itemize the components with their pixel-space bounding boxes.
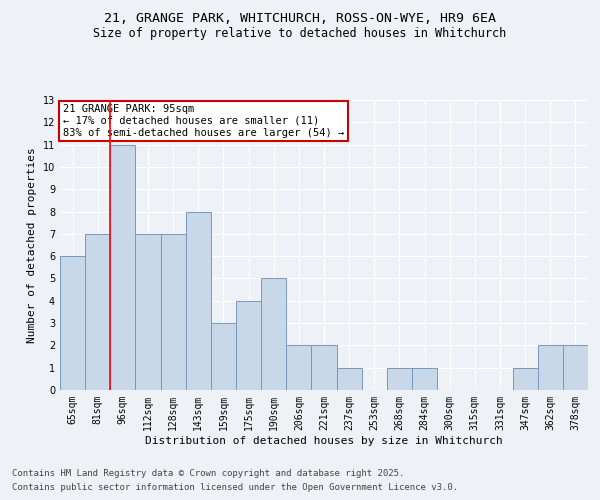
Bar: [412, 368, 437, 390]
Bar: [563, 346, 588, 390]
Bar: [85, 234, 110, 390]
Bar: [286, 346, 311, 390]
Bar: [161, 234, 186, 390]
Bar: [538, 346, 563, 390]
Text: Contains public sector information licensed under the Open Government Licence v3: Contains public sector information licen…: [12, 484, 458, 492]
Bar: [186, 212, 211, 390]
Bar: [337, 368, 362, 390]
Bar: [387, 368, 412, 390]
Bar: [261, 278, 286, 390]
Text: Size of property relative to detached houses in Whitchurch: Size of property relative to detached ho…: [94, 28, 506, 40]
Bar: [236, 301, 261, 390]
Text: 21 GRANGE PARK: 95sqm
← 17% of detached houses are smaller (11)
83% of semi-deta: 21 GRANGE PARK: 95sqm ← 17% of detached …: [62, 104, 344, 138]
Text: Contains HM Land Registry data © Crown copyright and database right 2025.: Contains HM Land Registry data © Crown c…: [12, 468, 404, 477]
X-axis label: Distribution of detached houses by size in Whitchurch: Distribution of detached houses by size …: [145, 436, 503, 446]
Bar: [211, 323, 236, 390]
Bar: [136, 234, 161, 390]
Y-axis label: Number of detached properties: Number of detached properties: [27, 147, 37, 343]
Bar: [512, 368, 538, 390]
Bar: [60, 256, 85, 390]
Text: 21, GRANGE PARK, WHITCHURCH, ROSS-ON-WYE, HR9 6EA: 21, GRANGE PARK, WHITCHURCH, ROSS-ON-WYE…: [104, 12, 496, 26]
Bar: [110, 144, 136, 390]
Bar: [311, 346, 337, 390]
